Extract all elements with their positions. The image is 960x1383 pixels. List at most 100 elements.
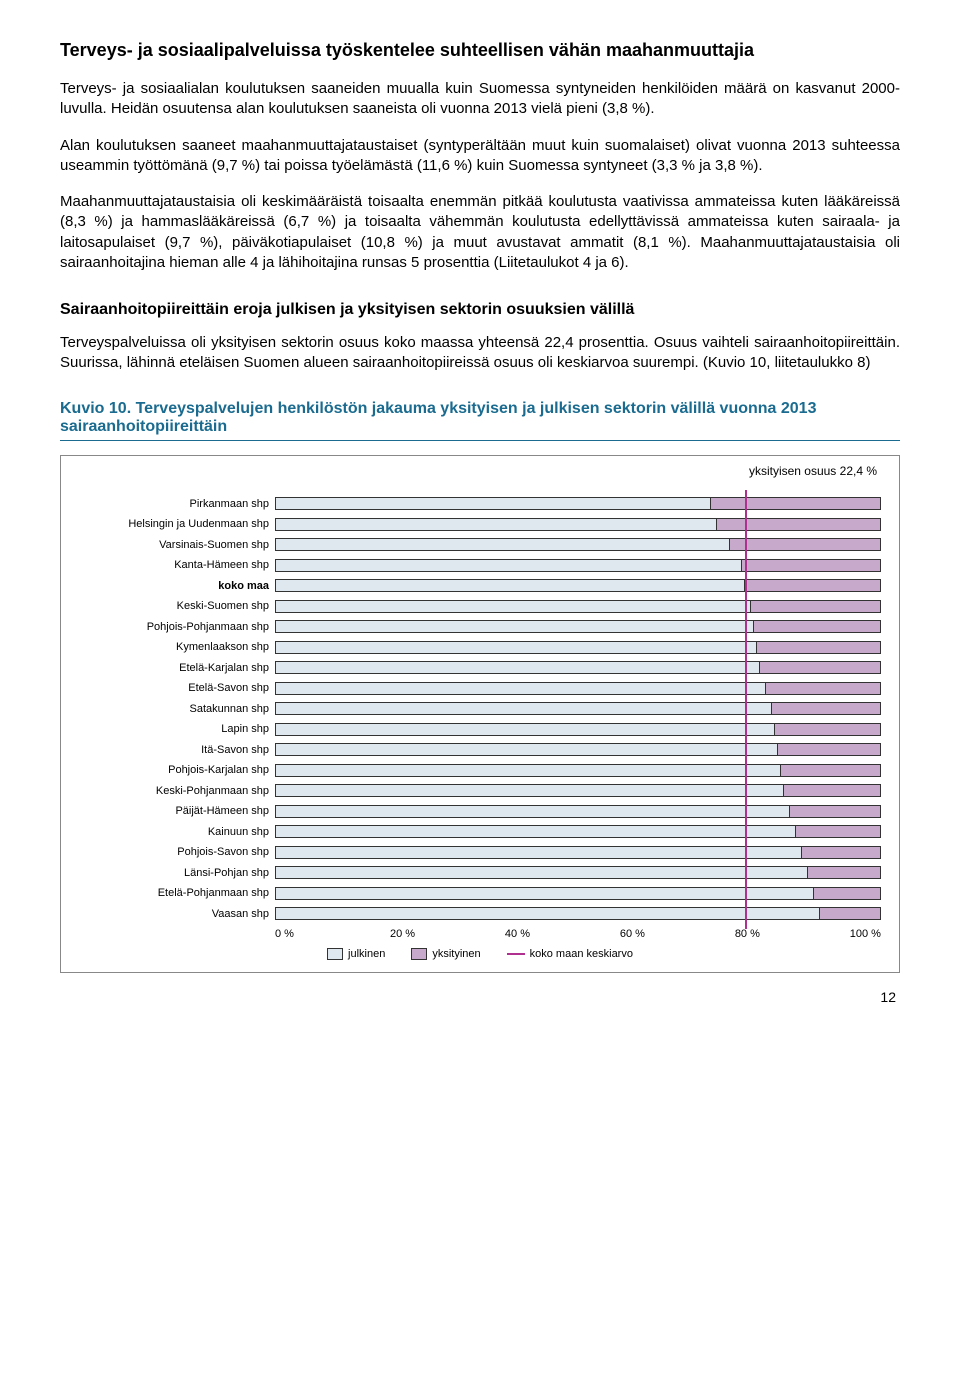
bar-public <box>275 866 808 879</box>
bar-public <box>275 907 820 920</box>
bar-track <box>275 538 881 551</box>
bar-private <box>820 907 881 920</box>
bar-private <box>781 764 881 777</box>
bar-private <box>717 518 881 531</box>
bar-track <box>275 497 881 510</box>
page-number: 12 <box>60 989 900 1005</box>
row-label: koko maa <box>79 580 275 592</box>
bar-track <box>275 866 881 879</box>
bar-track <box>275 743 881 756</box>
bar-private <box>808 866 881 879</box>
bar-public <box>275 579 745 592</box>
row-label: Kanta-Hämeen shp <box>79 559 275 571</box>
section2-p1: Terveyspalveluissa oli yksityisen sektor… <box>60 333 900 374</box>
bar-public <box>275 743 778 756</box>
bar-public <box>275 784 784 797</box>
bar-private <box>730 538 882 551</box>
x-tick: 20 % <box>390 928 505 940</box>
document-page: Terveys- ja sosiaalipalveluissa työskent… <box>0 0 960 1025</box>
row-label: Länsi-Pohjan shp <box>79 867 275 879</box>
row-label: Lapin shp <box>79 723 275 735</box>
avg-line <box>745 490 747 929</box>
legend-private: yksityinen <box>411 948 480 960</box>
bar-public <box>275 600 751 613</box>
chart-row: Satakunnan shp <box>79 699 881 720</box>
chart-x-axis: 0 %20 %40 %60 %80 %100 % <box>275 924 881 940</box>
row-label: Etelä-Karjalan shp <box>79 662 275 674</box>
bar-private <box>790 805 881 818</box>
legend-public: julkinen <box>327 948 385 960</box>
bar-private <box>711 497 881 510</box>
bar-private <box>742 559 881 572</box>
bar-track <box>275 805 881 818</box>
bar-track <box>275 661 881 674</box>
x-tick: 40 % <box>505 928 620 940</box>
bar-private <box>757 641 881 654</box>
bar-track <box>275 518 881 531</box>
row-label: Päijät-Hämeen shp <box>79 805 275 817</box>
bar-public <box>275 620 754 633</box>
bar-public <box>275 702 772 715</box>
chart-row: Varsinais-Suomen shp <box>79 535 881 556</box>
swatch-public <box>327 948 343 960</box>
bar-public <box>275 641 757 654</box>
row-label: Satakunnan shp <box>79 703 275 715</box>
chart-row: Pohjois-Pohjanmaan shp <box>79 617 881 638</box>
row-label: Varsinais-Suomen shp <box>79 539 275 551</box>
row-label: Keski-Suomen shp <box>79 600 275 612</box>
bar-public <box>275 559 742 572</box>
bar-track <box>275 579 881 592</box>
chart-row: Keski-Pohjanmaan shp <box>79 781 881 802</box>
row-label: Etelä-Pohjanmaan shp <box>79 887 275 899</box>
chart-row: Etelä-Karjalan shp <box>79 658 881 679</box>
legend-public-label: julkinen <box>348 948 385 960</box>
chart-row: Helsingin ja Uudenmaan shp <box>79 514 881 535</box>
row-label: Kainuun shp <box>79 826 275 838</box>
bar-public <box>275 723 775 736</box>
bar-private <box>778 743 881 756</box>
bar-public <box>275 825 796 838</box>
chart-row: Vaasan shp <box>79 904 881 925</box>
section1-p2: Alan koulutuksen saaneet maahanmuuttajat… <box>60 136 900 177</box>
bar-private <box>772 702 881 715</box>
bar-public <box>275 764 781 777</box>
row-label: Helsingin ja Uudenmaan shp <box>79 518 275 530</box>
section1-p3: Maahanmuuttajataustaisia oli keskimääräi… <box>60 192 900 273</box>
bar-private <box>775 723 881 736</box>
bar-private <box>814 887 881 900</box>
chart-row: Etelä-Pohjanmaan shp <box>79 883 881 904</box>
section1-p1: Terveys- ja sosiaalialan koulutuksen saa… <box>60 79 900 120</box>
row-label: Pohjois-Karjalan shp <box>79 764 275 776</box>
figure-title: Kuvio 10. Terveyspalvelujen henkilöstön … <box>60 400 900 441</box>
bar-private <box>766 682 881 695</box>
bar-public <box>275 887 814 900</box>
bar-public <box>275 661 760 674</box>
bar-private <box>784 784 881 797</box>
chart-row: Pohjois-Karjalan shp <box>79 760 881 781</box>
bar-public <box>275 538 730 551</box>
swatch-avg-line <box>507 953 525 955</box>
bar-track <box>275 620 881 633</box>
bar-private <box>760 661 881 674</box>
chart-row: Itä-Savon shp <box>79 740 881 761</box>
bar-track <box>275 846 881 859</box>
chart-row: Pirkanmaan shp <box>79 494 881 515</box>
bar-track <box>275 764 881 777</box>
chart-row: Päijät-Hämeen shp <box>79 801 881 822</box>
bar-track <box>275 784 881 797</box>
legend-avg: koko maan keskiarvo <box>507 948 633 960</box>
chart-bars: Pirkanmaan shp Helsingin ja Uudenmaan shp… <box>79 494 881 925</box>
row-label: Keski-Pohjanmaan shp <box>79 785 275 797</box>
chart-row: Etelä-Savon shp <box>79 678 881 699</box>
chart-row: Keski-Suomen shp <box>79 596 881 617</box>
bar-track <box>275 559 881 572</box>
x-tick: 100 % <box>850 928 881 940</box>
row-label: Pohjois-Savon shp <box>79 846 275 858</box>
bar-private <box>751 600 881 613</box>
bar-public <box>275 518 717 531</box>
chart-row: koko maa <box>79 576 881 597</box>
bar-track <box>275 682 881 695</box>
bar-public <box>275 497 711 510</box>
section2-title: Sairaanhoitopiireittäin eroja julkisen j… <box>60 301 900 319</box>
row-label: Etelä-Savon shp <box>79 682 275 694</box>
